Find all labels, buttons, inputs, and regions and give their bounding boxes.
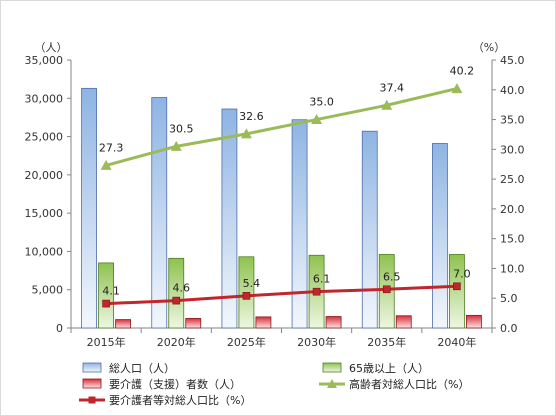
right-axis-unit: （%） [473,41,505,54]
left-tick-label: 35,000 [25,54,64,67]
axes: 0 5,000 10,000 15,000 20,000 25,000 30,000 35,0… [25,54,525,349]
legend-label: 総人口（人） [109,361,175,375]
legend-label: 高齢者対総人口比（%） [349,377,469,391]
right-tick-label: 30.0 [500,143,525,156]
left-tick-label: 10,000 [25,245,64,258]
left-tick-label: 5,000 [32,284,64,297]
x-tick-label: 2030年 [297,335,336,349]
right-tick-label: 20.0 [500,203,525,216]
line-point-1 [240,128,252,139]
line-point-2 [312,287,321,296]
bar-series-2 [449,254,465,329]
right-tick-label: 0.0 [500,322,518,335]
right-tick-label: 10.0 [500,262,525,275]
right-tick-label: 5.0 [500,292,518,305]
legend-swatch [82,378,102,389]
legend-label: 要介護者等対総人口比（%） [109,393,251,407]
bar-series-1 [361,130,378,329]
data-label-1: 37.4 [380,81,405,94]
data-label-2: 6.5 [383,270,401,283]
bar-series-2 [168,257,185,329]
x-tick-label: 2015年 [87,335,126,349]
data-label-1: 35.0 [309,96,334,109]
right-tick-label: 40.0 [500,84,525,97]
legend-label: 要介護（支援）者数（人） [109,377,241,391]
bar-series-1 [291,119,308,329]
line-point-2 [382,285,391,294]
line-series-1 [105,87,458,167]
x-tick-label: 2025年 [227,335,266,349]
bar-series-3 [325,316,342,329]
data-labels: 27.3 30.5 32.6 35.0 37.4 40.2 4.1 4.6 5.4 6.1 6.5 7… [99,65,474,298]
line-point-2 [102,299,110,308]
x-tick-label: 2035年 [367,335,406,349]
data-label-1: 32.6 [239,110,264,123]
legend: 総人口（人） 65歳以上（人） 要介護（支援）者数（人） 高齢者対総人口比（%） 要介護… [79,361,469,407]
bar-series-3 [255,316,272,329]
data-label-2: 4.6 [173,282,191,295]
line-point-1 [451,83,463,94]
right-tick-label: 25.0 [500,173,525,186]
line-series-2 [106,284,457,306]
bar-series-1 [151,97,168,329]
line-point-1 [170,140,182,151]
right-tick-label: 15.0 [500,233,525,246]
bar-series-2 [98,262,114,329]
line-point-2 [453,282,461,291]
right-tick-label: 45.0 [500,54,525,67]
bar-series-3 [395,315,412,329]
data-label-2: 5.4 [243,277,261,290]
bars [81,87,482,329]
legend-label: 65歳以上（人） [349,362,429,375]
x-tick-label: 2040年 [437,335,476,349]
left-tick-label: 30,000 [25,92,64,105]
left-tick-label: 20,000 [25,169,64,182]
left-tick-label: 0 [56,322,63,335]
line-point-1 [100,159,112,170]
bar-series-1 [432,143,448,329]
lines [100,83,463,308]
data-label-1: 40.2 [450,65,475,78]
bar-series-3 [115,319,131,329]
bar-series-3 [466,314,482,329]
left-tick-label: 15,000 [25,207,64,220]
legend-swatch [82,362,102,373]
legend-marker [88,396,96,404]
bar-series-3 [185,318,202,329]
bar-series-1 [81,87,97,329]
line-point-1 [381,99,393,110]
line-point-1 [311,114,323,125]
bar-series-1 [221,108,238,329]
legend-marker [327,379,337,388]
line-point-2 [242,292,251,300]
right-tick-label: 35.0 [500,114,525,127]
x-tick-label: 2020年 [157,335,196,349]
data-label-2: 4.1 [102,285,120,298]
left-axis-unit: （人） [35,41,68,54]
left-tick-label: 25,000 [25,131,64,144]
data-label-2: 7.0 [453,267,471,280]
data-label-1: 27.3 [99,141,124,154]
legend-swatch [322,362,342,373]
line-point-2 [172,296,181,305]
data-label-1: 30.5 [169,122,194,135]
data-label-2: 6.1 [313,273,331,286]
